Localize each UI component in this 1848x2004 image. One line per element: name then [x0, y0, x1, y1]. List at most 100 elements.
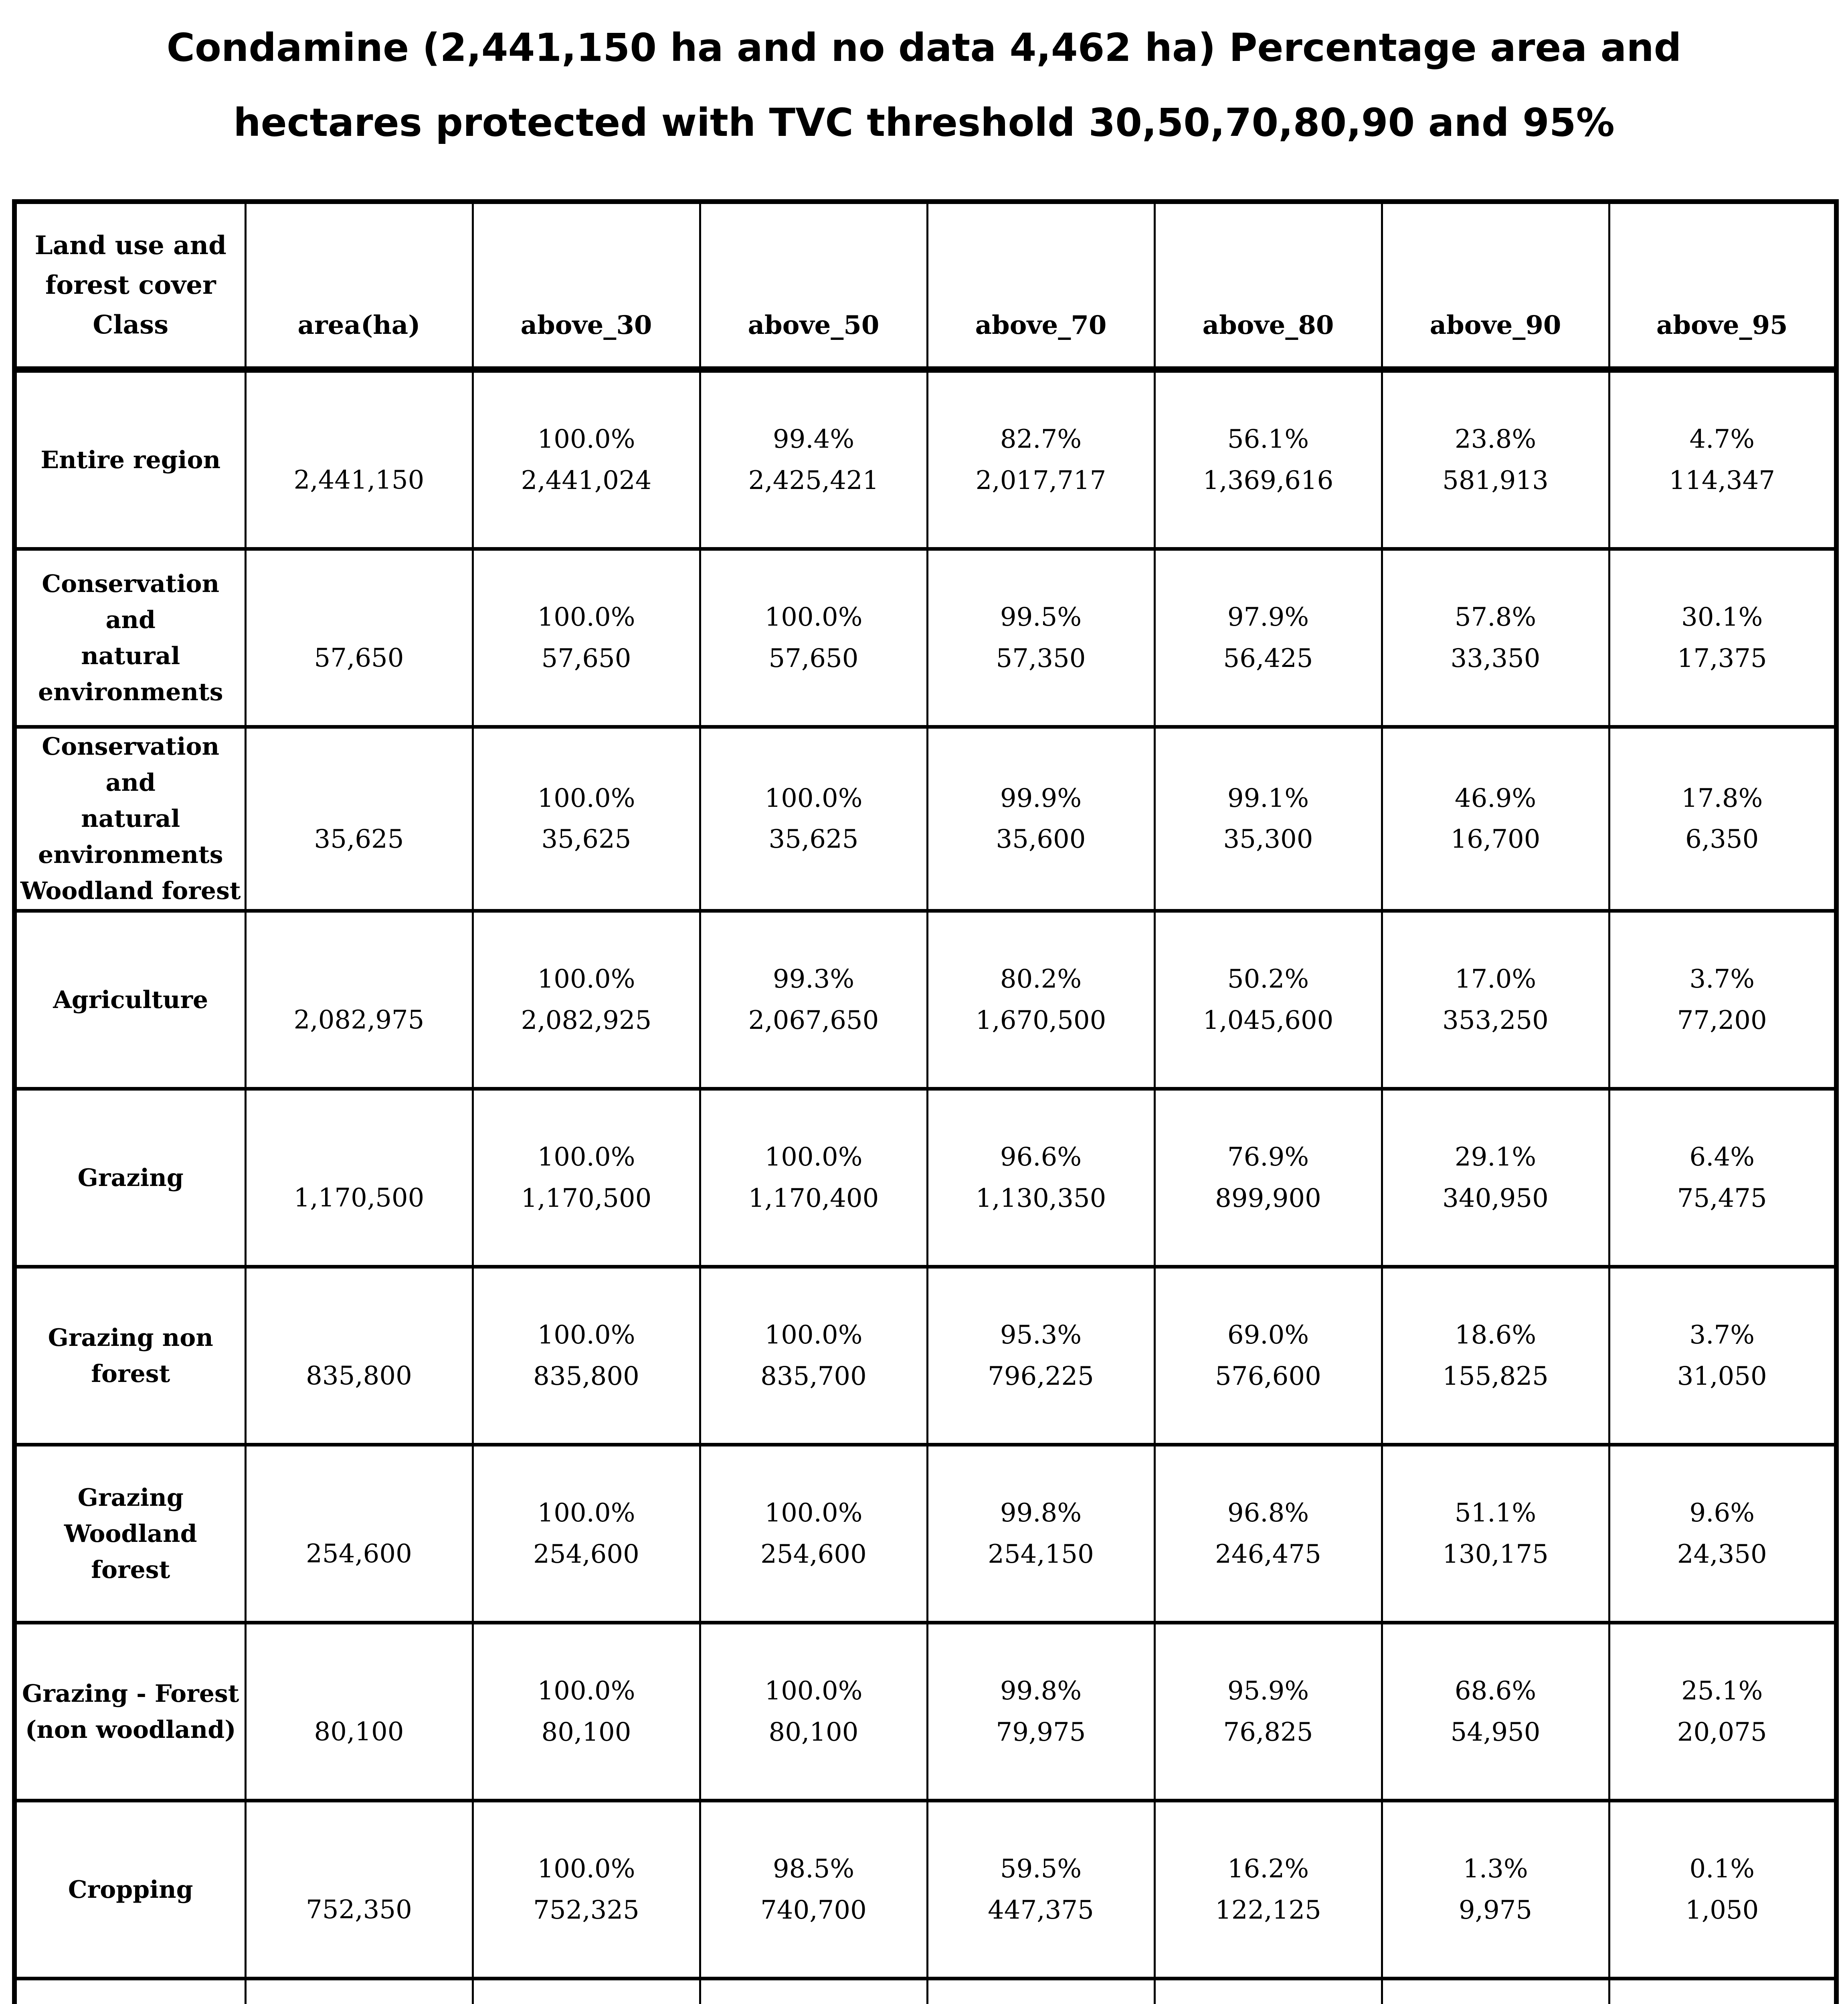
area-ha-cell: 2,082,975 — [244, 909, 474, 1091]
above-70-cell: 59.5% 447,375 — [926, 1799, 1156, 1980]
table-row: Conservation and natural environments Wo… — [13, 725, 1838, 913]
above-50-cell: 100.0% 835,700 — [699, 1265, 928, 1446]
above-30-cell: 100.0% 2,441,024 — [471, 368, 701, 551]
row-label-cell: Grazing Woodland forest — [13, 1443, 247, 1624]
header-above-90: above_90 — [1381, 199, 1610, 373]
above-95-cell: 25.1% 20,075 — [1608, 1621, 1838, 1802]
row-label-cell: Cropping — [13, 1799, 247, 1980]
table-row: Cropping 752,350 100.0% 752,325 98.5% 740,7… — [13, 1799, 1838, 1980]
above-30-cell: 100.0% 254,600 — [471, 1443, 701, 1624]
area-ha-cell: 835,800 — [244, 1265, 474, 1446]
table-header-row: Land use and forest cover Class area(ha)… — [13, 199, 1838, 373]
above-90-cell: 18.6% 155,825 — [1381, 1265, 1610, 1446]
above-50-cell: 100.0% 254,600 — [699, 1443, 928, 1624]
above-95-cell: 0.1% 1,050 — [1608, 1799, 1838, 1980]
above-80-cell: 95.9% 76,825 — [1153, 1621, 1383, 1802]
above-30-cell: 100.0% 2,082,925 — [471, 909, 701, 1091]
above-80-cell: 16.2% 122,125 — [1153, 1799, 1383, 1980]
above-95-cell: 3.7% 31,050 — [1608, 1265, 1838, 1446]
above-70-cell: 99.8% 254,150 — [926, 1443, 1156, 1624]
tvc-threshold-table: Land use and forest cover Class area(ha)… — [12, 199, 1839, 2004]
row-label-cell: Irrigation — [13, 1977, 247, 2004]
above-90-cell: 29.1% 340,950 — [1381, 1087, 1610, 1269]
area-ha-cell: 254,600 — [244, 1443, 474, 1624]
above-30-cell: 100.0% 1,170,500 — [471, 1087, 701, 1269]
above-90-cell: 1.4% 2,275 — [1381, 1977, 1610, 2004]
row-label-cell: Conservation and natural environments — [13, 547, 247, 729]
header-above-70: above_70 — [926, 199, 1156, 373]
table-row: Grazing 1,170,500 100.0% 1,170,500 100.0% 1… — [13, 1087, 1838, 1269]
above-80-cell: 50.2% 1,045,600 — [1153, 909, 1383, 1091]
header-above-30: above_30 — [471, 199, 701, 373]
above-80-cell: 99.1% 35,300 — [1153, 725, 1383, 913]
area-ha-cell: 35,625 — [244, 725, 474, 913]
above-95-cell: 0.4% 675 — [1608, 1977, 1838, 2004]
above-80-cell: 56.1% 1,369,616 — [1153, 368, 1383, 551]
above-95-cell: 9.6% 24,350 — [1608, 1443, 1838, 1624]
above-70-cell: 95.3% 796,225 — [926, 1265, 1156, 1446]
area-ha-cell: 80,100 — [244, 1621, 474, 1802]
row-label-cell: Conservation and natural environments Wo… — [13, 725, 247, 913]
above-80-cell: 97.9% 56,425 — [1153, 547, 1383, 729]
table-row: Agriculture 2,082,975 100.0% 2,082,925 99.3… — [13, 909, 1838, 1091]
above-50-cell: 99.4% 2,425,421 — [699, 368, 928, 551]
page-title-line2: hectares protected with TVC threshold 30… — [233, 100, 1615, 145]
above-50-cell: 100.0% 1,170,400 — [699, 1087, 928, 1269]
header-class: Land use and forest cover Class — [13, 199, 247, 373]
table-row: Grazing Woodland forest 254,600 100.0% 254… — [13, 1443, 1838, 1624]
above-50-cell: 100.0% 35,625 — [699, 725, 928, 913]
header-above-80: above_80 — [1153, 199, 1383, 373]
above-30-cell: 100.0% 159,825 — [471, 1977, 701, 2004]
above-80-cell: 14.7% 23,425 — [1153, 1977, 1383, 2004]
row-label-cell: Grazing - Forest (non woodland) — [13, 1621, 247, 1802]
above-95-cell: 3.7% 77,200 — [1608, 909, 1838, 1091]
above-90-cell: 1.3% 9,975 — [1381, 1799, 1610, 1980]
area-ha-cell: 2,441,150 — [244, 368, 474, 551]
area-ha-cell: 57,650 — [244, 547, 474, 729]
above-80-cell: 96.8% 246,475 — [1153, 1443, 1383, 1624]
above-90-cell: 57.8% 33,350 — [1381, 547, 1610, 729]
above-95-cell: 17.8% 6,350 — [1608, 725, 1838, 913]
above-50-cell: 98.5% 740,700 — [699, 1799, 928, 1980]
above-30-cell: 100.0% 57,650 — [471, 547, 701, 729]
above-30-cell: 100.0% 35,625 — [471, 725, 701, 913]
area-ha-cell: 1,170,500 — [244, 1087, 474, 1269]
above-90-cell: 68.6% 54,950 — [1381, 1621, 1610, 1802]
above-90-cell: 23.8% 581,913 — [1381, 368, 1610, 551]
area-ha-cell: 159,850 — [244, 1977, 474, 2004]
header-area-ha: area(ha) — [244, 199, 474, 373]
row-label-cell: Grazing non forest — [13, 1265, 247, 1446]
above-70-cell: 57.9% 92,500 — [926, 1977, 1156, 2004]
above-50-cell: 100.0% 80,100 — [699, 1621, 928, 1802]
above-50-cell: 100.0% 57,650 — [699, 547, 928, 729]
row-label-cell: Entire region — [13, 368, 247, 551]
above-90-cell: 46.9% 16,700 — [1381, 725, 1610, 913]
above-30-cell: 100.0% 835,800 — [471, 1265, 701, 1446]
header-above-95: above_95 — [1608, 199, 1838, 373]
table-row: Irrigation159,850100.0% 159,82597.8% 156… — [13, 1977, 1838, 2004]
above-50-cell: 97.8% 156,275 — [699, 1977, 928, 2004]
table-row: Entire region 2,441,150 100.0% 2,441,024 99… — [13, 368, 1838, 551]
above-90-cell: 51.1% 130,175 — [1381, 1443, 1610, 1624]
above-90-cell: 17.0% 353,250 — [1381, 909, 1610, 1091]
above-30-cell: 100.0% 80,100 — [471, 1621, 701, 1802]
table-row: Conservation and natural environments 57,… — [13, 547, 1838, 729]
header-above-50: above_50 — [699, 199, 928, 373]
above-95-cell: 30.1% 17,375 — [1608, 547, 1838, 729]
above-70-cell: 99.5% 57,350 — [926, 547, 1156, 729]
area-ha-cell: 752,350 — [244, 1799, 474, 1980]
above-50-cell: 99.3% 2,067,650 — [699, 909, 928, 1091]
above-70-cell: 99.9% 35,600 — [926, 725, 1156, 913]
above-80-cell: 69.0% 576,600 — [1153, 1265, 1383, 1446]
above-30-cell: 100.0% 752,325 — [471, 1799, 701, 1980]
table-row: Grazing - Forest (non woodland) 80,100 100… — [13, 1621, 1838, 1802]
page-title: Condamine (2,441,150 ha and no data 4,46… — [0, 10, 1848, 160]
above-95-cell: 4.7% 114,347 — [1608, 368, 1838, 551]
above-70-cell: 99.8% 79,975 — [926, 1621, 1156, 1802]
above-70-cell: 82.7% 2,017,717 — [926, 368, 1156, 551]
page-title-line1: Condamine (2,441,150 ha and no data 4,46… — [166, 25, 1682, 70]
row-label-cell: Grazing — [13, 1087, 247, 1269]
above-70-cell: 96.6% 1,130,350 — [926, 1087, 1156, 1269]
row-label-cell: Agriculture — [13, 909, 247, 1091]
